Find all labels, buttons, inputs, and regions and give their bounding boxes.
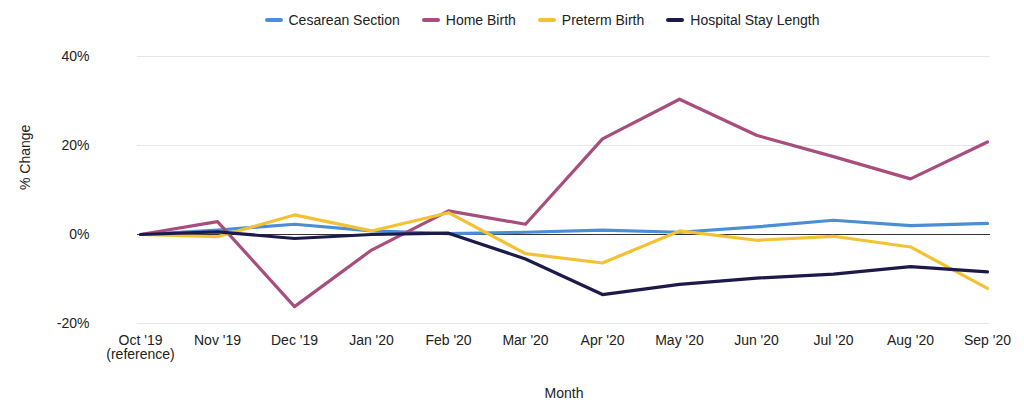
svg-text:Feb '20: Feb '20 [425, 332, 471, 348]
svg-text:Month: Month [545, 385, 584, 401]
svg-text:-20%: -20% [57, 315, 90, 331]
svg-text:Apr '20: Apr '20 [581, 332, 625, 348]
html-text:Home Birth: Home Birth [445, 12, 516, 28]
svg-text:Oct '19(reference): Oct '19(reference) [106, 332, 174, 362]
svg-text:Jun '20: Jun '20 [734, 332, 779, 348]
svg-text:Aug '20: Aug '20 [887, 332, 934, 348]
svg-text:0%: 0% [69, 226, 89, 242]
html-text:Hospital Stay Length: Hospital Stay Length [690, 12, 820, 28]
svg-text:Dec '19: Dec '19 [271, 332, 318, 348]
svg-text:% Change: % Change [17, 124, 33, 190]
svg-text:Nov '19: Nov '19 [194, 332, 241, 348]
svg-text:40%: 40% [61, 48, 89, 64]
svg-text:Jan '20: Jan '20 [349, 332, 394, 348]
html-text:Preterm Birth: Preterm Birth [561, 12, 645, 28]
svg-text:Sep '20: Sep '20 [964, 332, 1011, 348]
svg-text:20%: 20% [61, 137, 89, 153]
svg-text:Jul '20: Jul '20 [813, 332, 853, 348]
svg-text:Mar '20: Mar '20 [502, 332, 548, 348]
html-text:Cesarean Section: Cesarean Section [288, 12, 400, 28]
svg-text:May '20: May '20 [655, 332, 704, 348]
